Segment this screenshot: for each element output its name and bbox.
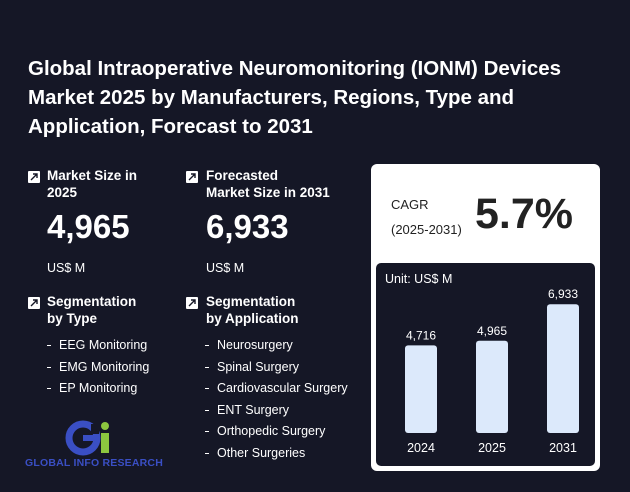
market-size-label-line1: Market Size in bbox=[47, 168, 138, 183]
logo-text: GLOBAL INFO RESEARCH bbox=[25, 457, 163, 469]
arrow-icon bbox=[186, 297, 198, 309]
seg-type-list: EEG Monitoring EMG Monitoring EP Monitor… bbox=[47, 335, 149, 400]
x-tick-label: 2024 bbox=[407, 441, 435, 455]
list-item: Spinal Surgery bbox=[205, 357, 348, 379]
forecast-label-line1: Forecasted bbox=[206, 168, 279, 183]
chart-svg: 4,716 2024 4,965 2025 6,933 2031 bbox=[405, 287, 579, 455]
bar-2025 bbox=[476, 340, 508, 433]
seg-app-label-line1: Segmentation bbox=[206, 294, 296, 309]
x-tick-label: 2031 bbox=[549, 441, 577, 455]
market-size-unit: US$ M bbox=[47, 261, 86, 275]
page-title: Global Intraoperative Neuromonitoring (I… bbox=[28, 57, 562, 138]
market-size-label: Market Size in 2025 bbox=[47, 167, 137, 201]
list-item: EEG Monitoring bbox=[47, 335, 149, 357]
chart-unit-label: Unit: US$ M bbox=[385, 272, 453, 286]
forecast-label-line2: Market Size in 2031 bbox=[206, 185, 330, 200]
list-item: Neurosurgery bbox=[205, 335, 348, 357]
bar-chart: Unit: US$ M 4,716 2024 4,965 2025 6,933 2031 bbox=[376, 263, 595, 466]
cagr-panel: CAGR (2025-2031) 5.7% Unit: US$ M 4,716 2… bbox=[371, 164, 600, 471]
forecast-label: Forecasted Market Size in 2031 bbox=[206, 167, 330, 201]
data-label: 6,933 bbox=[548, 287, 578, 301]
list-item: ENT Surgery bbox=[205, 400, 348, 422]
seg-app-label: Segmentation by Application bbox=[206, 293, 299, 327]
logo-mark-icon bbox=[25, 420, 120, 461]
cagr-label-line1: CAGR bbox=[391, 197, 429, 212]
list-item: Orthopedic Surgery bbox=[205, 421, 348, 443]
arrow-icon bbox=[186, 171, 198, 183]
seg-type-label-line2: by Type bbox=[47, 311, 98, 326]
list-item: Other Surgeries bbox=[205, 443, 348, 465]
data-label: 4,965 bbox=[477, 324, 507, 338]
list-item: Cardiovascular Surgery bbox=[205, 378, 348, 400]
cagr-value: 5.7% bbox=[475, 190, 574, 238]
market-size-label-line2: 2025 bbox=[47, 185, 78, 200]
cagr-label: CAGR (2025-2031) bbox=[391, 192, 462, 242]
market-size-value: 4,965 bbox=[47, 208, 130, 245]
x-tick-label: 2025 bbox=[478, 441, 506, 455]
bar-2024 bbox=[405, 345, 437, 433]
list-item: EMG Monitoring bbox=[47, 357, 149, 379]
bar-2031 bbox=[547, 304, 579, 433]
arrow-icon bbox=[28, 297, 40, 309]
seg-app-list: Neurosurgery Spinal Surgery Cardiovascul… bbox=[205, 335, 348, 464]
data-label: 4,716 bbox=[406, 328, 436, 342]
forecast-unit: US$ M bbox=[206, 261, 245, 275]
list-item: EP Monitoring bbox=[47, 378, 149, 400]
seg-app-label-line2: by Application bbox=[206, 311, 299, 326]
cagr-label-line2: (2025-2031) bbox=[391, 222, 462, 237]
arrow-icon bbox=[28, 171, 40, 183]
seg-type-label-line1: Segmentation bbox=[47, 294, 137, 309]
seg-type-label: Segmentation by Type bbox=[47, 293, 136, 327]
forecast-value: 6,933 bbox=[206, 208, 289, 245]
